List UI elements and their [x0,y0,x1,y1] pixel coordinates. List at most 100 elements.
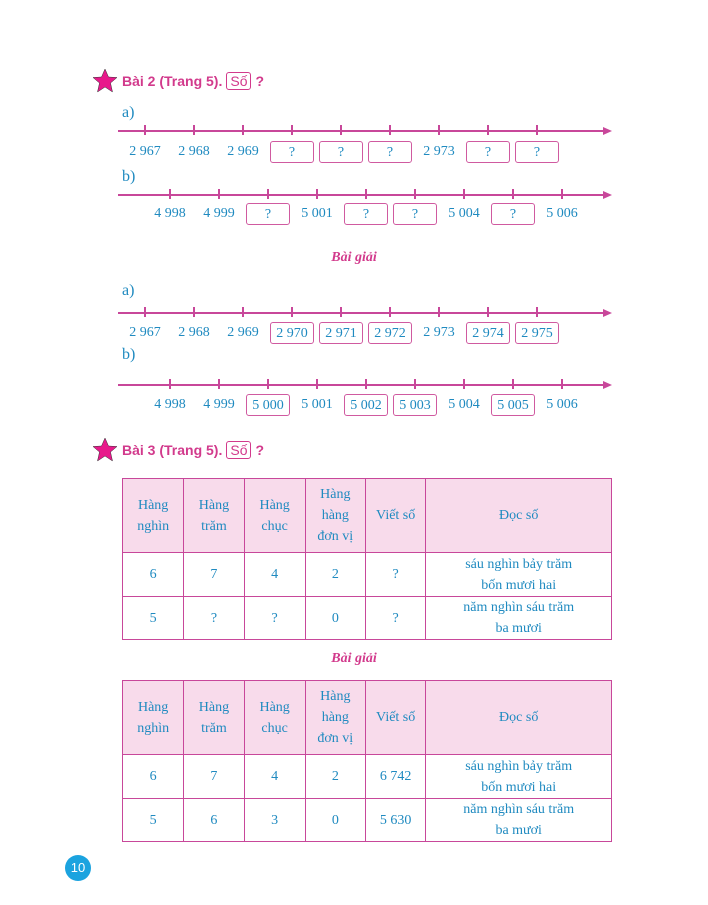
number-label: 2 969 [227,144,259,159]
number-label: 2 969 [227,325,259,340]
answer-box: 2 971 [319,322,363,344]
table-cell: 5 630 [364,798,427,842]
page-number-badge: 10 [65,855,91,881]
table-row: 6 7 4 2? sáu nghìn bảy trăm bốn mươi hai [121,552,612,597]
exercise-3-heading: Bài 3 (Trang 5). Số ? [92,437,264,463]
column-header: Hàng trăm [183,478,245,553]
column-header: Hàng hàng đơn vị [304,680,366,755]
question-mark: ? [255,442,265,458]
tick-mark [144,307,146,317]
column-header: Hàng nghìn [121,680,185,755]
number-label: 5 004 [448,206,480,221]
column-header: Viết số [364,478,427,553]
number-label: 5 001 [301,397,333,412]
table-cell: 4 [243,552,306,597]
solution-title: Bài giải [331,250,377,265]
tick-mark [242,307,244,317]
column-header: Đọc số [425,680,612,755]
answer-box: 5 003 [393,394,437,416]
tick-mark [487,125,489,135]
number-line [118,130,604,132]
table-cell: 7 [183,552,245,597]
number-label: 5 006 [546,206,578,221]
answer-box: 5 002 [344,394,388,416]
answer-box: ? [246,203,290,225]
answer-box: 2 972 [368,322,412,344]
number-label: 2 973 [423,144,455,159]
column-header: Hàng chục [243,680,306,755]
exercise-title: Bài 2 (Trang 5). [122,73,223,89]
number-label: 2 967 [129,325,161,340]
table-cell: sáu nghìn bảy trăm bốn mươi hai [425,754,612,799]
number-label: 4 999 [203,397,235,412]
column-header: Hàng hàng đơn vị [304,478,366,553]
column-header: Đọc số [425,478,612,553]
number-label: 2 968 [178,144,210,159]
tick-mark [193,307,195,317]
tick-mark [340,125,342,135]
answer-box: ? [491,203,535,225]
tick-mark [561,379,563,389]
tick-mark [218,189,220,199]
tick-mark [316,189,318,199]
table-cell: 6 [121,552,185,597]
number-label: 2 968 [178,325,210,340]
table-cell: 6 [121,754,185,799]
number-label: 4 999 [203,206,235,221]
tick-mark [536,307,538,317]
table-cell: 4 [243,754,306,799]
solution-title-3: Bài giải [331,651,377,666]
table-cell: sáu nghìn bảy trăm bốn mươi hai [425,552,612,597]
tick-mark [144,125,146,135]
tick-mark [267,189,269,199]
number-label: 5 001 [301,206,333,221]
place-value-solution-table: Hàng nghìn Hàng trăm Hàng chục Hàng hàng đơn vị V… [121,680,612,842]
tick-mark [463,189,465,199]
number-line [118,194,604,196]
table-row: 5?? 0? năm nghìn sáu trăm ba mươi [121,596,612,640]
star-icon [92,68,118,93]
answer-box: ? [393,203,437,225]
tick-mark [414,189,416,199]
so-box: Số [226,441,252,459]
answer-box: 2 974 [466,322,510,344]
question-mark: ? [255,73,265,89]
tick-mark [365,379,367,389]
answer-box: 2 975 [515,322,559,344]
tick-mark [463,379,465,389]
table-cell: năm nghìn sáu trăm ba mươi [425,798,612,842]
table-cell: ? [364,552,427,597]
part-a-label: a) [122,104,135,121]
place-value-table: Hàng nghìn Hàng trăm Hàng chục Hàng hàng đơn vị V… [121,478,612,640]
star-icon [92,437,118,462]
tick-mark [536,125,538,135]
tick-mark [365,189,367,199]
tick-mark [316,379,318,389]
answer-box: ? [270,141,314,163]
number-label: 4 998 [154,397,186,412]
table-cell: 7 [183,754,245,799]
tick-mark [561,189,563,199]
tick-mark [193,125,195,135]
tick-mark [389,307,391,317]
number-label: 2 973 [423,325,455,340]
tick-mark [340,307,342,317]
table-cell: 6 [183,798,245,842]
solution-part-b-label: b) [122,346,136,363]
table-cell: 0 [304,596,366,640]
tick-mark [512,189,514,199]
tick-mark [169,379,171,389]
answer-box: ? [344,203,388,225]
arrow-head-icon [603,191,612,199]
tick-mark [169,189,171,199]
number-label: 5 006 [546,397,578,412]
arrow-head-icon [603,127,612,135]
exercise-title: Bài 3 (Trang 5). [122,442,223,458]
column-header: Hàng trăm [183,680,245,755]
number-line [118,312,604,314]
number-label: 4 998 [154,206,186,221]
tick-mark [291,125,293,135]
